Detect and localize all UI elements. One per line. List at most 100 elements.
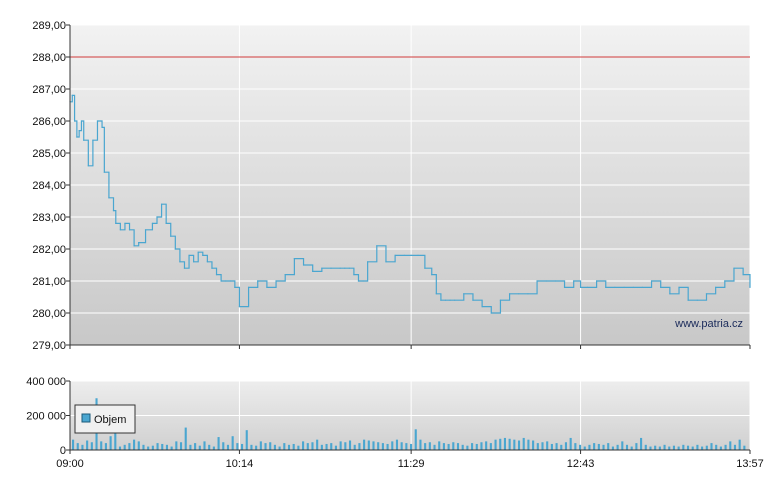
price-point	[669, 293, 671, 295]
price-tick-label: 289,00	[32, 20, 66, 32]
volume-bar	[536, 443, 539, 450]
price-point	[749, 286, 751, 288]
volume-bar	[705, 445, 708, 450]
volume-bar	[616, 444, 619, 450]
price-point	[138, 242, 140, 244]
price-point	[220, 280, 222, 282]
price-point	[115, 222, 117, 224]
price-point	[71, 94, 73, 96]
price-point	[724, 280, 726, 282]
volume-bar	[541, 442, 544, 450]
volume-bar	[334, 445, 338, 450]
price-tick-label: 279,00	[32, 340, 66, 352]
volume-bar	[564, 442, 568, 450]
volume-bar	[194, 443, 197, 450]
price-point	[573, 280, 575, 282]
price-point	[353, 274, 355, 276]
volume-bar	[668, 446, 671, 450]
price-point	[595, 280, 598, 282]
price-point	[431, 274, 433, 276]
volume-bar	[522, 437, 525, 450]
price-tick-label: 283,00	[32, 212, 66, 224]
volume-bar	[72, 439, 75, 450]
price-point	[715, 286, 717, 288]
time-axis: 09:00 10:14 11:29 12:43 13:57	[56, 450, 764, 470]
volume-bar	[489, 443, 492, 450]
price-point	[92, 139, 94, 141]
price-point	[144, 229, 147, 231]
price-point	[362, 280, 364, 282]
price-point	[696, 299, 698, 301]
volume-bar	[142, 444, 145, 450]
price-point	[151, 222, 154, 224]
volume-bar	[701, 446, 704, 450]
price-point	[499, 299, 502, 301]
volume-bar	[696, 444, 699, 450]
volume-bar	[456, 443, 460, 450]
volume-bar	[433, 444, 436, 450]
volume-bar	[663, 444, 666, 450]
volume-bar	[278, 446, 281, 450]
volume-bar	[114, 432, 117, 450]
volume-bar	[672, 445, 676, 450]
volume-tick-label: 400 000	[26, 376, 66, 388]
volume-bar	[593, 443, 596, 450]
price-point	[112, 210, 115, 212]
price-point	[247, 286, 250, 288]
volume-bar	[640, 437, 643, 450]
price-panel: 279,00 280,00 281,00 282,00 283,00 284,00 285,…	[32, 20, 751, 352]
volume-bar	[236, 443, 239, 450]
price-point	[257, 280, 259, 282]
volume-bar	[287, 444, 291, 450]
price-point	[229, 280, 231, 282]
volume-bar	[344, 442, 347, 450]
volume-bar	[442, 443, 445, 450]
volume-bar	[372, 441, 375, 450]
volume-bar	[161, 443, 164, 450]
volume-bar	[428, 442, 431, 450]
volume-bar	[743, 445, 746, 450]
price-point	[87, 165, 89, 167]
volume-bar	[100, 441, 103, 450]
volume-bar	[715, 444, 718, 450]
volume-bar	[203, 441, 206, 450]
price-point	[202, 254, 204, 256]
price-point	[76, 136, 78, 138]
legend-label: Objem	[94, 414, 126, 426]
volume-tick-label: 200 000	[26, 411, 66, 423]
price-point	[623, 286, 625, 288]
price-point	[440, 299, 442, 301]
volume-bar	[499, 438, 502, 450]
price-point	[193, 261, 195, 263]
volume-bar	[546, 441, 549, 450]
price-point	[83, 139, 85, 141]
volume-bar	[724, 444, 727, 450]
price-point	[339, 267, 341, 269]
volume-bar	[625, 444, 629, 450]
price-point	[394, 254, 396, 256]
volume-bar	[611, 446, 614, 450]
volume-bar	[208, 444, 211, 450]
price-point	[197, 251, 199, 253]
price-point	[165, 222, 167, 224]
volume-bar	[123, 444, 126, 450]
price-series-line	[70, 94, 751, 314]
price-tick-label: 282,00	[32, 244, 66, 256]
price-point	[424, 267, 426, 269]
volume-bar	[405, 443, 408, 450]
price-point	[641, 286, 643, 288]
volume-bar	[363, 439, 366, 450]
volume-bar	[81, 444, 84, 450]
volume-bar	[217, 437, 220, 450]
volume-bar	[682, 444, 685, 450]
volume-bar	[710, 443, 713, 450]
volume-bar	[151, 445, 154, 450]
volume-bar	[348, 440, 352, 450]
volume-bar	[532, 440, 535, 450]
volume-bar	[353, 444, 356, 450]
price-point	[632, 286, 634, 288]
volume-bar	[733, 444, 737, 450]
volume-bar	[316, 439, 319, 450]
price-point	[403, 254, 405, 256]
volume-bar	[245, 430, 248, 450]
